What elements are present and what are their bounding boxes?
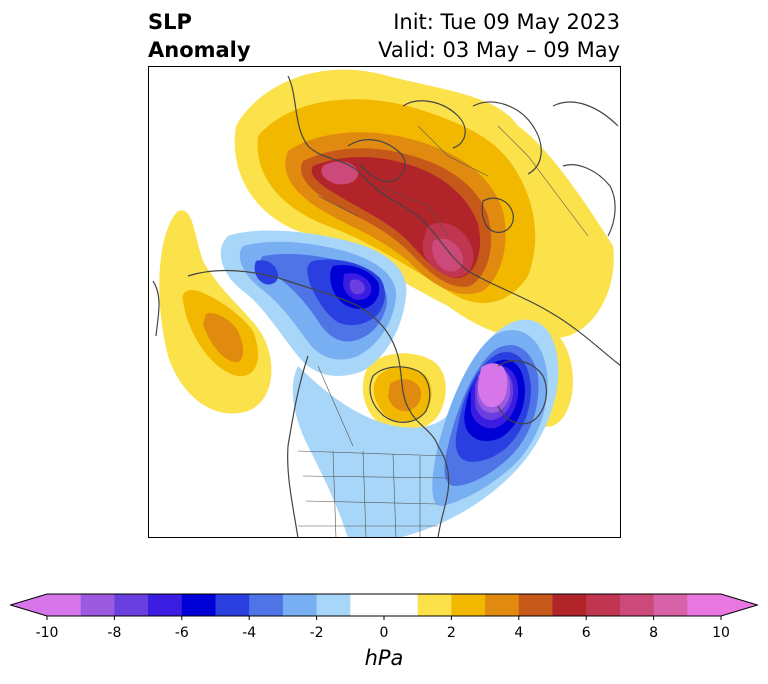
colorbar-segment (282, 594, 318, 616)
colorbar-tick-label: -4 (242, 625, 257, 641)
init-date: Init: Tue 09 May 2023 (393, 10, 620, 34)
colorbar-tick-label: -6 (174, 625, 189, 641)
colorbar-segment (653, 594, 688, 616)
colorbar-extend-max (721, 594, 758, 616)
colorbar-segment (417, 594, 452, 616)
colorbar-tick-label: -8 (107, 625, 122, 641)
coastlines (152, 75, 621, 538)
colorbar-segment (80, 594, 115, 616)
chart-title: SLP Anomaly (148, 8, 251, 64)
colorbar-tick-label: 2 (446, 625, 456, 641)
colorbar (10, 593, 758, 620)
colorbar-segment (181, 594, 216, 616)
political-borders (297, 125, 589, 538)
date-info: Init: Tue 09 May 2023 Valid: 03 May – 09… (378, 8, 620, 64)
colorbar-segment (316, 594, 351, 616)
colorbar-segment (249, 594, 284, 616)
colorbar-tick-label: -10 (35, 625, 59, 641)
title-variable-line1: SLP (148, 10, 192, 34)
colorbar-tick-label: 8 (649, 625, 659, 641)
positive-anomaly-hudson-bay (362, 353, 446, 432)
colorbar-tick-label: 0 (379, 625, 389, 641)
colorbar-segment (687, 594, 722, 616)
colorbar-segment (451, 594, 486, 616)
positive-anomaly-pacific (159, 210, 272, 414)
valid-range: Valid: 03 May – 09 May (378, 38, 620, 62)
colorbar-segment (215, 594, 250, 616)
colorbar-tick-label: 10 (712, 625, 730, 641)
colorbar-tick-label: 4 (514, 625, 524, 641)
colorbar-segment (552, 594, 587, 616)
colorbar-segment (47, 594, 82, 616)
title-variable-line2: Anomaly (148, 38, 251, 62)
colorbar-tick-label: -2 (309, 625, 324, 641)
colorbar-segment (586, 594, 621, 616)
negative-anomaly-alaska (220, 230, 407, 376)
colorbar-segment (518, 594, 553, 616)
colorbar-segment (485, 594, 520, 616)
colorbar-segment (148, 594, 183, 616)
colorbar-segment (350, 594, 419, 616)
colorbar-extend-min (10, 594, 47, 616)
colorbar-segment (619, 594, 655, 616)
slp-anomaly-map (148, 66, 621, 538)
colorbar-unit-label: hPa (364, 646, 404, 670)
colorbar-segment (114, 594, 149, 616)
map-frame (148, 66, 621, 538)
colorbar-tick-label: 6 (581, 625, 591, 641)
